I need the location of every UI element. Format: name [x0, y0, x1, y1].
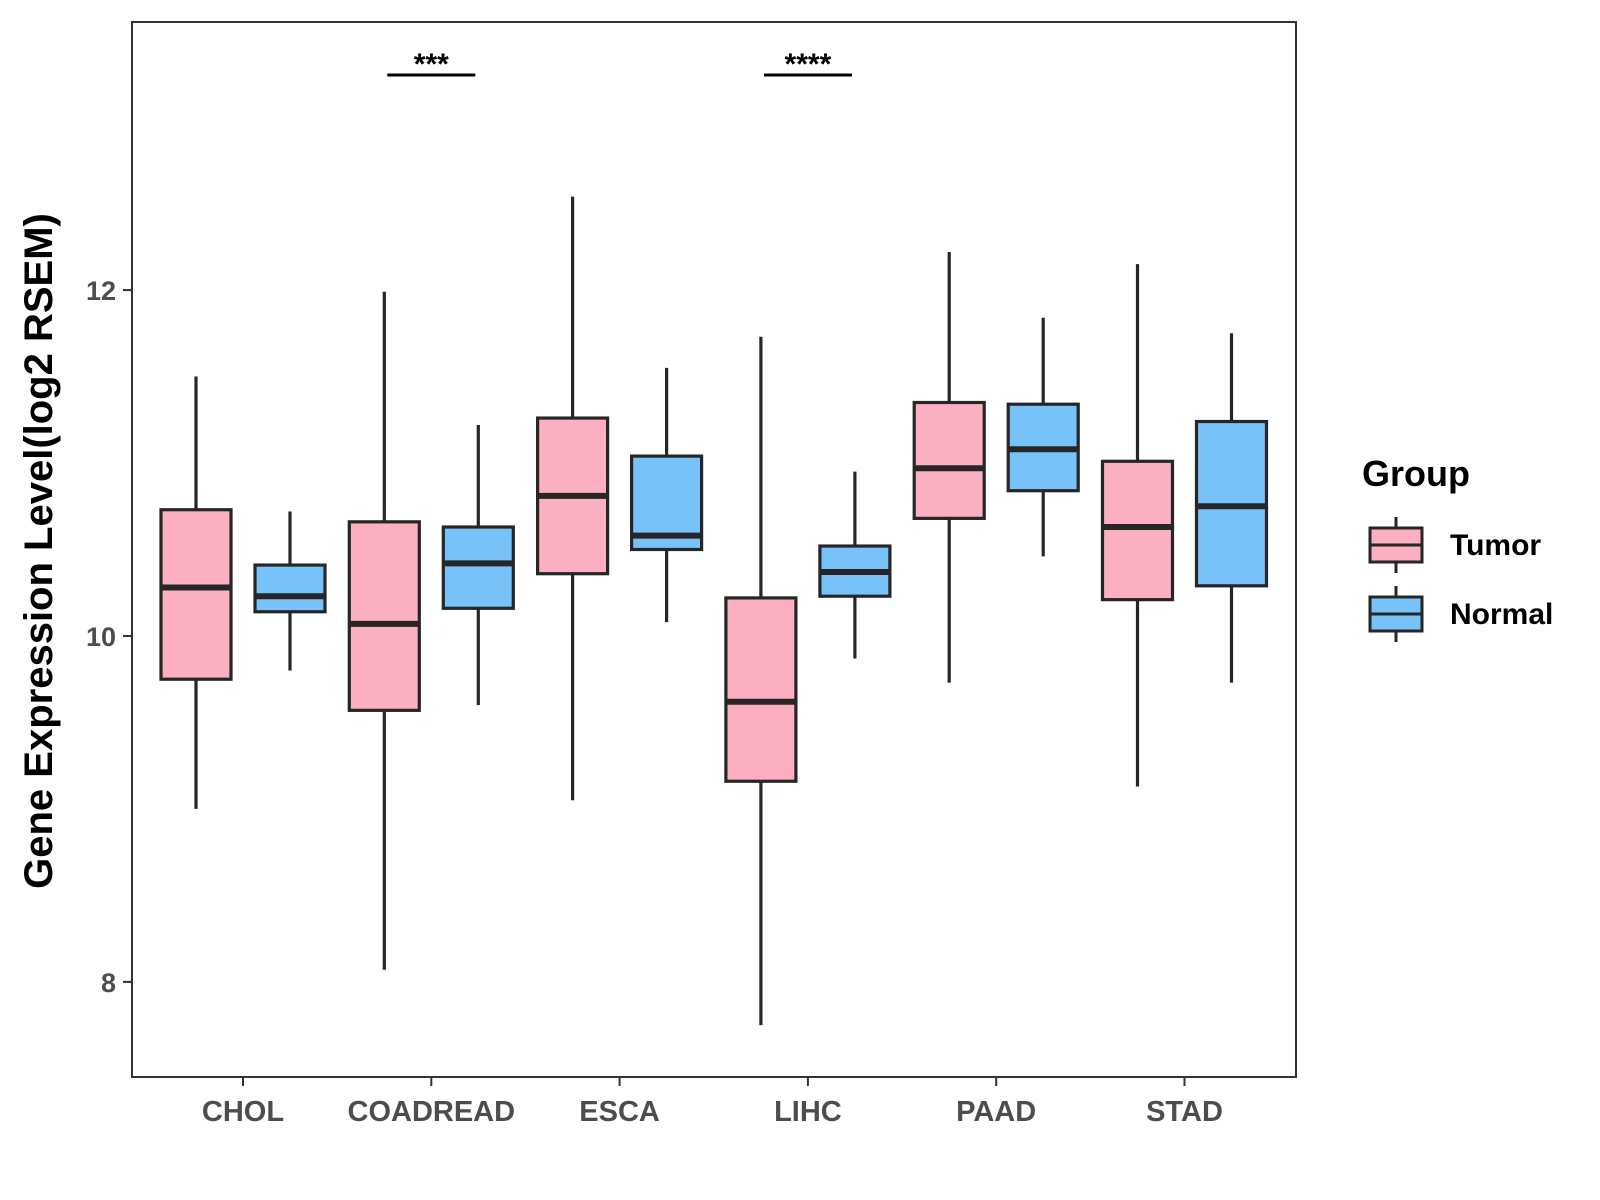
x-tick-label: COADREAD	[348, 1096, 516, 1128]
significance-coadread: ***	[387, 48, 476, 81]
x-tick-label: CHOL	[202, 1096, 284, 1128]
box-normal-lihc	[818, 471, 892, 659]
box-normal-stad	[1194, 333, 1269, 683]
box-normal-coadread	[441, 424, 515, 706]
panel-border	[131, 21, 1297, 1078]
axes: 8 10 12 CHOL COADREAD ESCA LIHC PAAD STAD Gene Ex…	[17, 21, 1297, 1128]
box-body	[912, 400, 986, 520]
plot-area: *** ****	[159, 48, 1269, 1026]
significance-lihc: ****	[763, 48, 852, 81]
box-body	[159, 508, 233, 681]
significance-label: ***	[414, 48, 449, 81]
x-tick-label: STAD	[1146, 1096, 1223, 1128]
y-axis-title: Gene Expression Level(log2 RSEM)	[17, 213, 61, 889]
legend-label: Normal	[1450, 598, 1553, 631]
legend-item-tumor: Tumor	[1368, 517, 1541, 573]
box-body	[253, 563, 327, 614]
box-body	[724, 596, 798, 783]
box-tumor-esca	[535, 196, 610, 801]
box-body	[347, 520, 421, 712]
box-tumor-lihc	[724, 336, 798, 1026]
y-tick-label: 8	[101, 968, 116, 998]
x-tick-label: LIHC	[774, 1096, 842, 1128]
box-normal-esca	[629, 367, 704, 623]
legend-label: Tumor	[1450, 529, 1541, 562]
legend-title: Group	[1362, 453, 1470, 494]
box-normal-paad	[1006, 317, 1080, 557]
legend: Group Tumor Normal	[1362, 453, 1553, 642]
x-tick-label: PAAD	[956, 1096, 1036, 1128]
box-body	[441, 525, 515, 610]
significance-label: ****	[785, 48, 832, 81]
box-tumor-stad	[1100, 264, 1175, 787]
box-tumor-coadread	[347, 291, 421, 970]
box-tumor-paad	[912, 252, 986, 683]
box-normal-chol	[253, 511, 327, 671]
y-tick-label: 10	[86, 622, 116, 652]
x-tick-label: ESCA	[579, 1096, 660, 1128]
box-body	[1100, 459, 1175, 602]
y-tick-label: 12	[86, 276, 116, 306]
legend-item-normal: Normal	[1368, 586, 1553, 642]
box-tumor-chol	[159, 376, 233, 809]
